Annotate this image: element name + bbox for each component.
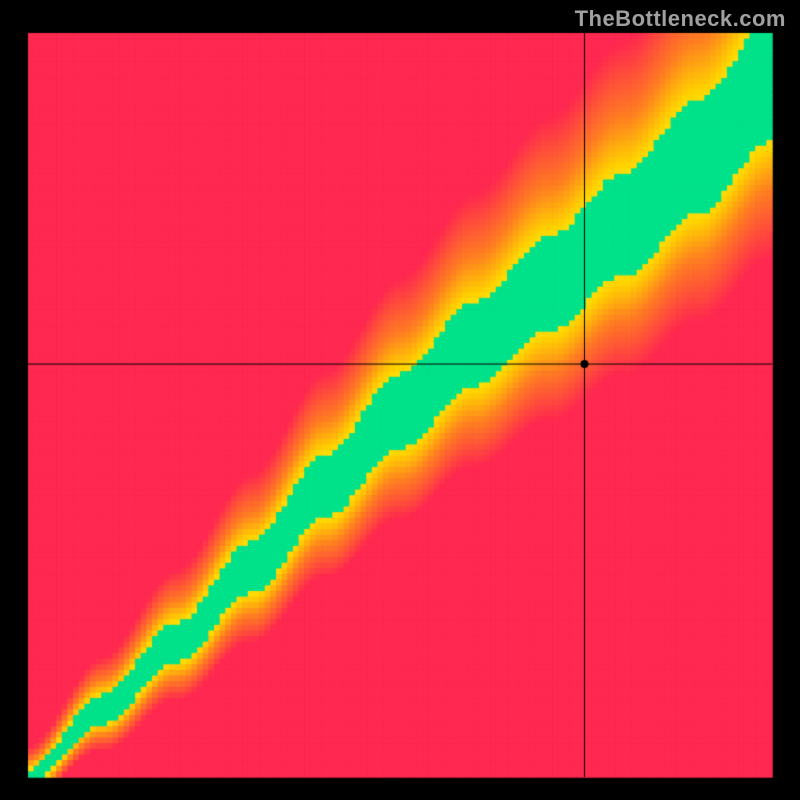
bottleneck-heatmap bbox=[0, 0, 800, 800]
chart-container: TheBottleneck.com bbox=[0, 0, 800, 800]
watermark-text: TheBottleneck.com bbox=[575, 6, 786, 32]
